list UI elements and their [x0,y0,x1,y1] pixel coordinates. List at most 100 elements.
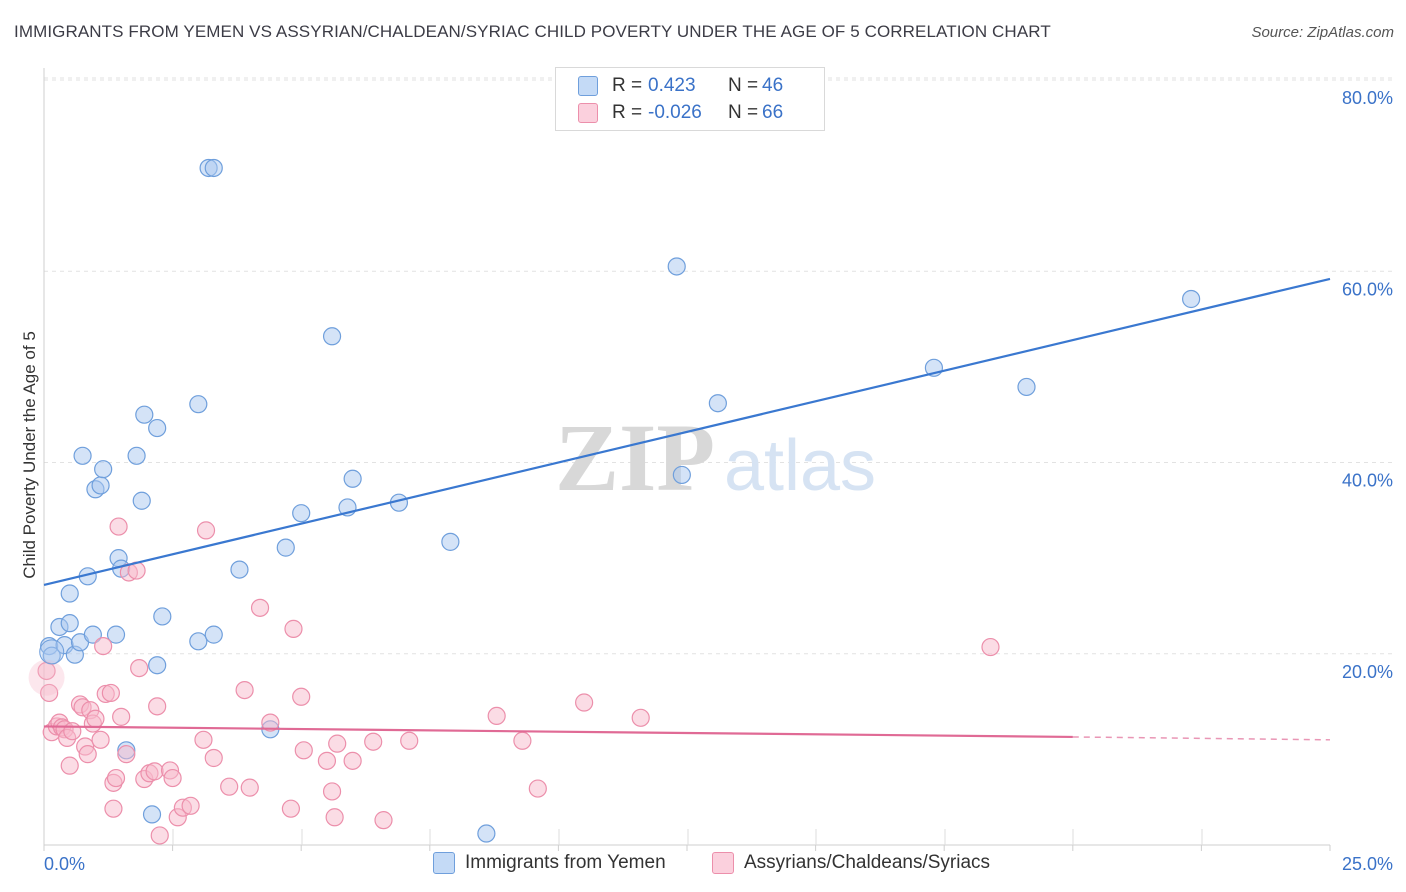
point-yemen [204,158,223,178]
point-assyrian [292,687,311,706]
legend-r-value: -0.026 [648,102,702,123]
point-yemen [1182,289,1201,309]
legend-r-label: R = [612,102,643,123]
point-assyrian [104,799,123,818]
point-yemen [60,614,79,633]
legend-item-assyrian[interactable]: Assyrians/Chaldeans/Syriacs [712,852,990,874]
series-legend: Immigrants from Yemen Assyrians/Chaldean… [0,852,1406,878]
point-assyrian [181,796,200,815]
legend-n-value: 46 [762,75,784,96]
point-yemen [148,418,167,438]
legend-swatch-yemen [578,76,598,96]
point-yemen [1017,377,1036,397]
legend-item-yemen[interactable]: Immigrants from Yemen [433,852,666,874]
correlation-legend: R = 0.423 N = 46 R = -0.026 N = 66 [555,67,825,131]
point-assyrian [78,745,97,764]
watermark-atlas: atlas [724,426,876,506]
point-assyrian [196,521,216,540]
legend-swatch-assyrian [712,852,734,874]
y-tick-label: 80.0% [1342,88,1393,108]
point-assyrian [106,768,126,788]
point-assyrian [112,707,131,726]
point-yemen [204,625,223,644]
trend-lines [43,277,1331,741]
point-assyrian [374,811,393,830]
point-yemen [148,656,167,675]
point-assyrian [117,745,136,764]
point-assyrian [528,779,547,798]
point-yemen [343,469,362,488]
point-yemen [142,805,162,824]
y-tick-label: 40.0% [1342,471,1393,491]
point-assyrian [325,808,344,827]
point-yemen [189,395,208,414]
point-assyrian [487,706,506,726]
point-yemen [60,584,79,603]
point-assyrian [145,762,164,781]
point-assyrian [328,734,347,753]
y-tick-label: 20.0% [1342,662,1393,682]
source-label: Source: ZipAtlas.com [1251,24,1394,41]
point-yemen [73,446,92,465]
point-assyrian [981,637,1000,657]
point-assyrian [220,777,239,796]
point-assyrian [40,683,59,703]
point-assyrian-cluster [28,659,65,696]
legend-swatch-assyrian [578,103,598,123]
point-assyrian [91,730,110,749]
point-assyrian [294,741,313,760]
point-assyrian [101,683,120,703]
point-assyrian [575,693,594,712]
point-assyrian [148,697,167,716]
legend-swatch-yemen [433,852,455,874]
point-assyrian [109,517,128,536]
point-assyrian [86,709,105,728]
legend-row-yemen: R = 0.423 N = 46 [578,74,783,98]
data-points [28,158,1201,845]
point-assyrian [400,731,419,750]
point-assyrian [240,778,259,797]
axes [43,68,1331,851]
point-yemen [91,476,110,495]
trend-line-yemen [43,277,1331,586]
point-yemen [708,394,727,413]
point-yemen [94,460,113,479]
point-yemen [292,504,311,523]
legend-r-value: 0.423 [648,75,696,96]
x-tick-label: 25.0% [1342,854,1393,874]
point-assyrian [364,732,383,751]
point-assyrian [163,768,182,788]
point-yemen [672,465,691,485]
x-tick-label: 0.0% [44,854,85,874]
point-assyrian [250,598,270,617]
legend-row-assyrian: R = -0.026 N = 66 [578,101,783,125]
point-yemen [322,327,342,346]
legend-r-label: R = [612,75,643,96]
point-yemen [441,532,460,551]
point-yemen [189,632,208,651]
point-assyrian [60,756,79,775]
point-yemen [132,491,151,510]
point-assyrian [261,713,280,732]
watermark: ZIP atlas [555,404,876,511]
point-yemen [127,446,146,465]
trend-line-assyrian [43,725,1073,739]
point-assyrian [63,722,82,741]
point-yemen [153,607,172,626]
point-yemen [83,625,102,644]
point-assyrian [322,782,342,801]
point-assyrian [317,751,337,770]
point-yemen-cluster [39,639,65,665]
point-yemen [230,560,249,579]
point-assyrian [513,731,532,750]
point-assyrian [343,751,362,770]
point-assyrian [235,680,254,700]
legend-label-assyrian: Assyrians/Chaldeans/Syriacs [744,852,991,873]
trend-line-assyrian-extension [1072,736,1331,741]
point-assyrian [130,658,149,678]
point-assyrian [281,799,301,818]
point-yemen [276,538,295,557]
point-yemen [477,824,496,843]
point-assyrian [94,636,113,656]
